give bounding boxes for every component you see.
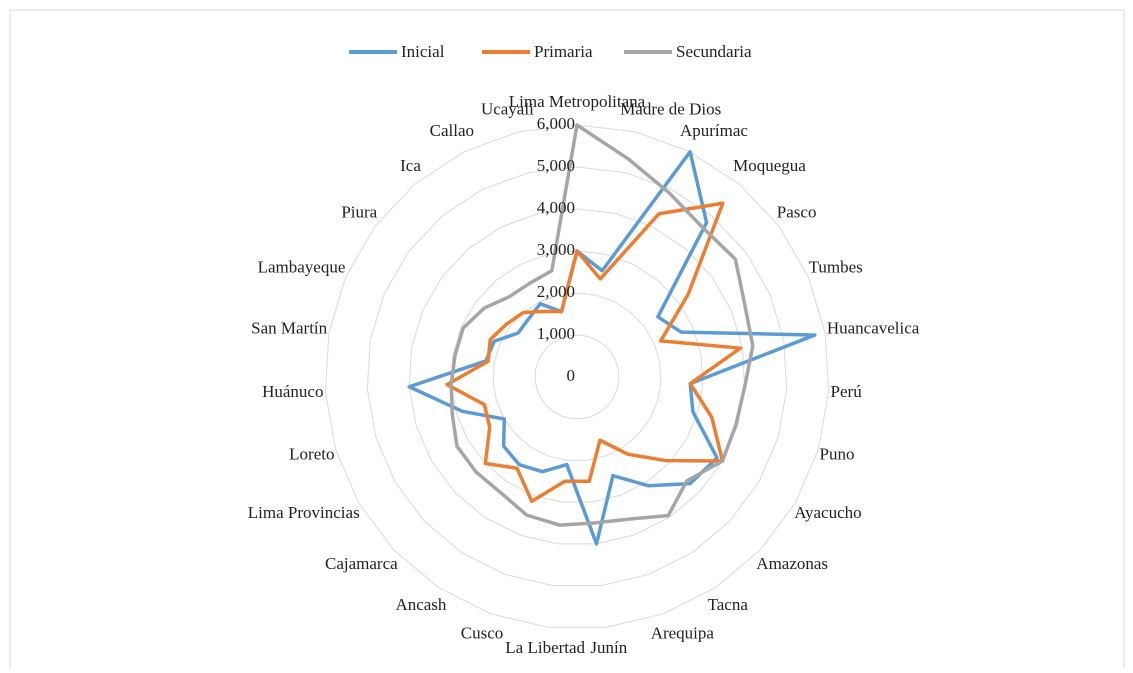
category-label: Huancavelica: [827, 318, 920, 337]
category-label: Puno: [819, 444, 854, 463]
category-label: Piura: [341, 202, 377, 221]
category-label: Amazonas: [756, 554, 828, 573]
axis-tick-label: 1,000: [537, 324, 575, 343]
axis-tick-label: 5,000: [537, 156, 575, 175]
category-label: Ucayali: [481, 99, 534, 118]
axis-tick-label: 2,000: [537, 282, 575, 301]
category-label: Lima Metropolitana: [509, 92, 646, 111]
category-label: Pasco: [777, 202, 817, 221]
category-label: Perú: [831, 382, 863, 401]
axis-tick-label: 0: [567, 366, 576, 385]
category-label: Lima Provincias: [248, 503, 360, 522]
category-label: Moquegua: [733, 156, 806, 175]
grid-ring: [450, 250, 704, 503]
series-line: [449, 123, 755, 527]
category-label: Tacna: [708, 595, 749, 614]
axis-tick-label: 3,000: [537, 240, 575, 259]
category-label: Arequipa: [651, 623, 715, 642]
category-label: Apurímac: [680, 121, 748, 140]
category-label: San Martín: [251, 318, 328, 337]
legend-label: Primaria: [534, 42, 593, 61]
category-label: Ancash: [395, 595, 446, 614]
category-label: Cajamarca: [325, 554, 398, 573]
legend-label: Secundaria: [676, 42, 752, 61]
grid-ring: [534, 334, 620, 420]
legend-label: Inicial: [401, 42, 445, 61]
category-label: Tumbes: [809, 257, 863, 276]
series-line: [445, 201, 743, 504]
category-label: Madre de Dios: [620, 99, 721, 118]
legend: Inicial Primaria Secundaria: [349, 42, 752, 61]
chart-frame: [9, 9, 1125, 671]
grid-ring: [366, 166, 788, 587]
category-label: Ica: [400, 156, 421, 175]
grid-ring: [408, 208, 746, 545]
category-label: Cusco: [461, 623, 504, 642]
category-label: La Libertad: [505, 638, 585, 657]
grid-ring: [492, 292, 662, 461]
category-label: Lambayeque: [258, 257, 346, 276]
category-label: Ayacucho: [794, 503, 861, 522]
axis-tick-label: 4,000: [537, 198, 575, 217]
category-label: Loreto: [289, 444, 334, 463]
category-label: Junín: [590, 638, 627, 657]
category-label: Huánuco: [262, 382, 323, 401]
category-label: Callao: [430, 121, 474, 140]
grid-ring: [324, 124, 830, 628]
axis-tick-label: 6,000: [537, 114, 575, 133]
